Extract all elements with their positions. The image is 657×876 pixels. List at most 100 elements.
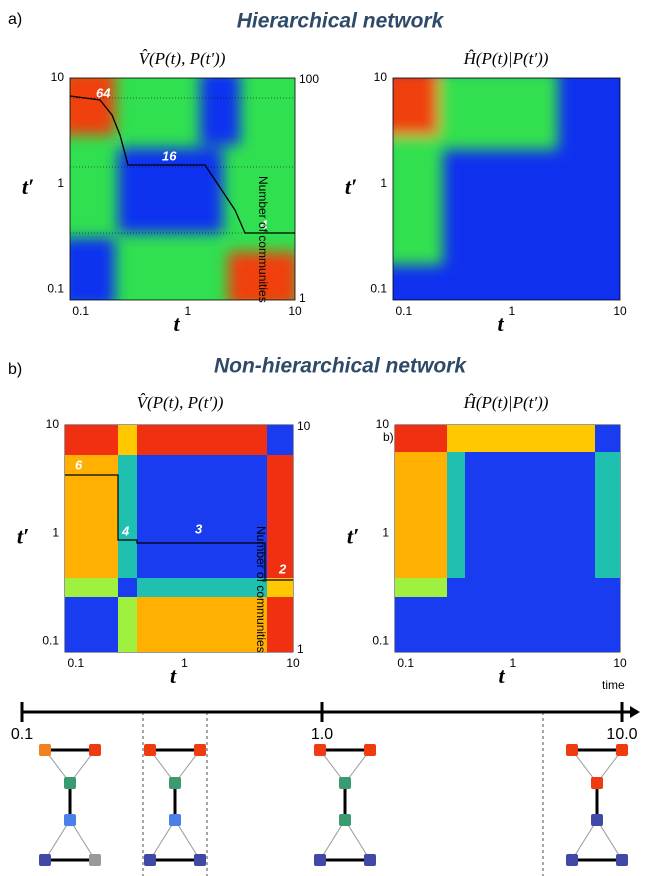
y-axis-label: t′ — [347, 524, 359, 549]
panel-label: b) — [8, 361, 22, 378]
community-line — [65, 474, 293, 581]
node — [144, 744, 156, 756]
edge — [69, 819, 96, 861]
x-tick-label: 0.1 — [68, 656, 85, 670]
node — [64, 777, 76, 789]
community-line — [69, 95, 295, 234]
networks — [39, 744, 628, 866]
y-tick-label: 0.1 — [370, 282, 387, 296]
node — [194, 744, 206, 756]
x-tick-label: 1 — [181, 656, 188, 670]
plot-frame — [69, 77, 296, 301]
y-tick-label: 10 — [51, 70, 65, 84]
panel-title: Hierarchical network — [237, 10, 445, 33]
node — [64, 814, 76, 826]
node — [169, 777, 181, 789]
x-axis-label: t — [170, 663, 177, 688]
node — [591, 814, 603, 826]
dividers — [142, 712, 544, 876]
y-axis-label: t′ — [345, 174, 357, 199]
node — [169, 814, 181, 826]
timeline-tick: 1.0 — [311, 726, 333, 743]
heatmap — [70, 78, 295, 300]
heatmap — [393, 78, 620, 300]
plot-title: Ĥ(P(t)|P(t′)) — [463, 393, 549, 412]
heatmap — [65, 425, 293, 652]
right-tick: 100 — [299, 72, 319, 86]
x-axis-label: t — [497, 311, 504, 336]
x-tick-label: 10 — [613, 304, 627, 318]
y-tick-label: 1 — [52, 525, 59, 539]
x-axis-label: t — [498, 663, 505, 688]
right-tick: 1 — [297, 642, 304, 656]
timeline-tick: 0.1 — [11, 726, 33, 743]
panel-title: Non-hierarchical network — [214, 355, 467, 378]
node — [616, 744, 628, 756]
node — [364, 854, 376, 866]
node — [566, 744, 578, 756]
edge — [149, 819, 176, 861]
x-tick-label: 1 — [509, 304, 516, 318]
timeline-label: time — [602, 678, 625, 692]
x-tick-label: 0.1 — [72, 304, 89, 318]
annotation: 16 — [162, 148, 177, 163]
heatmap — [395, 425, 620, 652]
edge — [174, 819, 201, 861]
x-tick-label: 0.1 — [397, 656, 414, 670]
x-tick-label: 1 — [185, 304, 192, 318]
plot-title: V̂(P(t), P(t′)) — [137, 393, 224, 412]
plot-frame — [392, 77, 621, 301]
annotation: 4 — [259, 217, 268, 232]
x-tick-label: 10 — [288, 304, 302, 318]
plot-title: V̂(P(t), P(t′)) — [139, 49, 226, 68]
right-axis-label: Number of communities — [254, 526, 268, 653]
edge — [344, 819, 371, 861]
y-tick-label: 10 — [374, 70, 388, 84]
node — [314, 854, 326, 866]
y-tick-label: 0.1 — [372, 633, 389, 647]
y-tick-label: 0.1 — [42, 633, 59, 647]
plot-title: Ĥ(P(t)|P(t′)) — [463, 49, 549, 68]
inset-label: b) — [383, 430, 394, 444]
timeline-ticks — [20, 702, 624, 722]
edge — [44, 819, 71, 861]
edge — [319, 819, 346, 861]
y-tick-label: 0.1 — [47, 282, 64, 296]
node — [339, 814, 351, 826]
y-tick-label: 1 — [382, 525, 389, 539]
panel-label: a) — [8, 11, 22, 28]
node — [194, 854, 206, 866]
node — [591, 777, 603, 789]
annotation: 2 — [278, 561, 287, 576]
right-tick: 1 — [299, 291, 306, 305]
edge — [571, 819, 598, 861]
right-axis-label: Number of communities — [256, 176, 270, 303]
y-axis-label: t′ — [17, 524, 29, 549]
x-tick-label: 10 — [286, 656, 300, 670]
node — [566, 854, 578, 866]
edge — [596, 819, 623, 861]
x-tick-label: 0.1 — [395, 304, 412, 318]
timeline-tick: 10.0 — [606, 726, 637, 743]
node — [144, 854, 156, 866]
annotation: 4 — [121, 523, 130, 538]
y-tick-label: 10 — [376, 417, 390, 431]
node — [89, 854, 101, 866]
right-tick: 10 — [297, 419, 311, 433]
node — [39, 854, 51, 866]
node — [616, 854, 628, 866]
annotation: 6 — [75, 457, 83, 472]
x-axis-label: t — [173, 311, 180, 336]
node — [339, 777, 351, 789]
y-tick-label: 10 — [46, 417, 60, 431]
y-tick-label: 1 — [57, 176, 64, 190]
y-tick-label: 1 — [380, 176, 387, 190]
node — [89, 744, 101, 756]
arrow — [630, 706, 640, 718]
node — [364, 744, 376, 756]
x-tick-label: 10 — [613, 656, 627, 670]
node — [314, 744, 326, 756]
annotation: 64 — [96, 85, 111, 100]
annotation: 3 — [195, 521, 203, 536]
